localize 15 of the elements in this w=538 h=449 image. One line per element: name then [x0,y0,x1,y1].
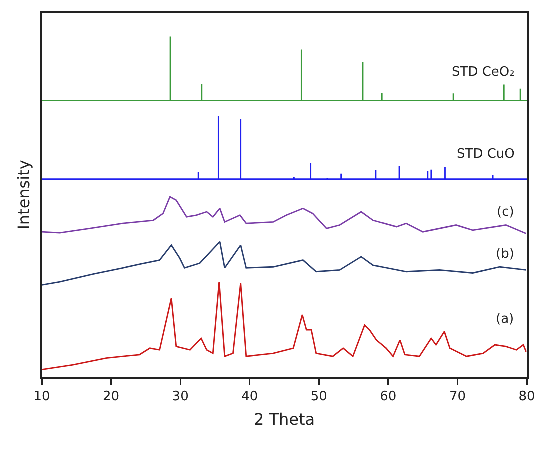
series-label: (c) [497,205,514,220]
series-label: (b) [496,247,514,262]
x-tick-label: 20 [103,390,120,405]
series-label: STD CuO [457,147,515,162]
series-label: STD CeO₂ [452,65,515,80]
y-axis-title: Intensity [14,160,34,230]
x-tick-label: 10 [34,390,50,405]
x-tick-label: 40 [242,390,258,405]
x-tick-label: 80 [518,390,536,405]
x-axis-title: 2 Theta [254,410,316,429]
x-tick-label: 60 [380,390,397,405]
x-tick-label: 70 [449,390,466,405]
x-tick-label: 30 [172,390,189,405]
series-label: (a) [496,312,514,327]
x-tick-label: 50 [310,390,328,405]
